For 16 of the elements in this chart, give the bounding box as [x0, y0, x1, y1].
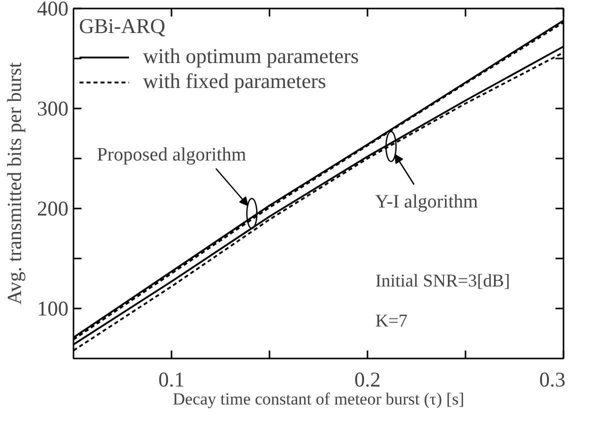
annotation: Proposed algorithm [96, 144, 246, 166]
x-tick-label: 0.3 [539, 368, 566, 392]
x-tick-label: 0.1 [158, 368, 185, 392]
y-tick-label: 100 [37, 296, 68, 320]
legend-label: with optimum parameters [143, 44, 359, 69]
annotation: Y-I algorithm [375, 192, 478, 212]
legend-label: with fixed parameters [143, 69, 326, 94]
annotation: Initial SNR=3[dB] [375, 270, 510, 290]
y-tick-label: 200 [37, 196, 68, 220]
y-axis-title: Avg. transmitted bits per burst [4, 62, 26, 305]
y-tick-label: 300 [37, 96, 68, 120]
x-axis-title: Decay time constant of meteor burst (τ) [s] [172, 390, 464, 408]
annotation: K=7 [375, 310, 408, 330]
x-tick-label: 0.2 [354, 368, 381, 392]
legend-title: GBi-ARQ [79, 14, 166, 39]
y-tick-label: 400 [37, 0, 68, 20]
